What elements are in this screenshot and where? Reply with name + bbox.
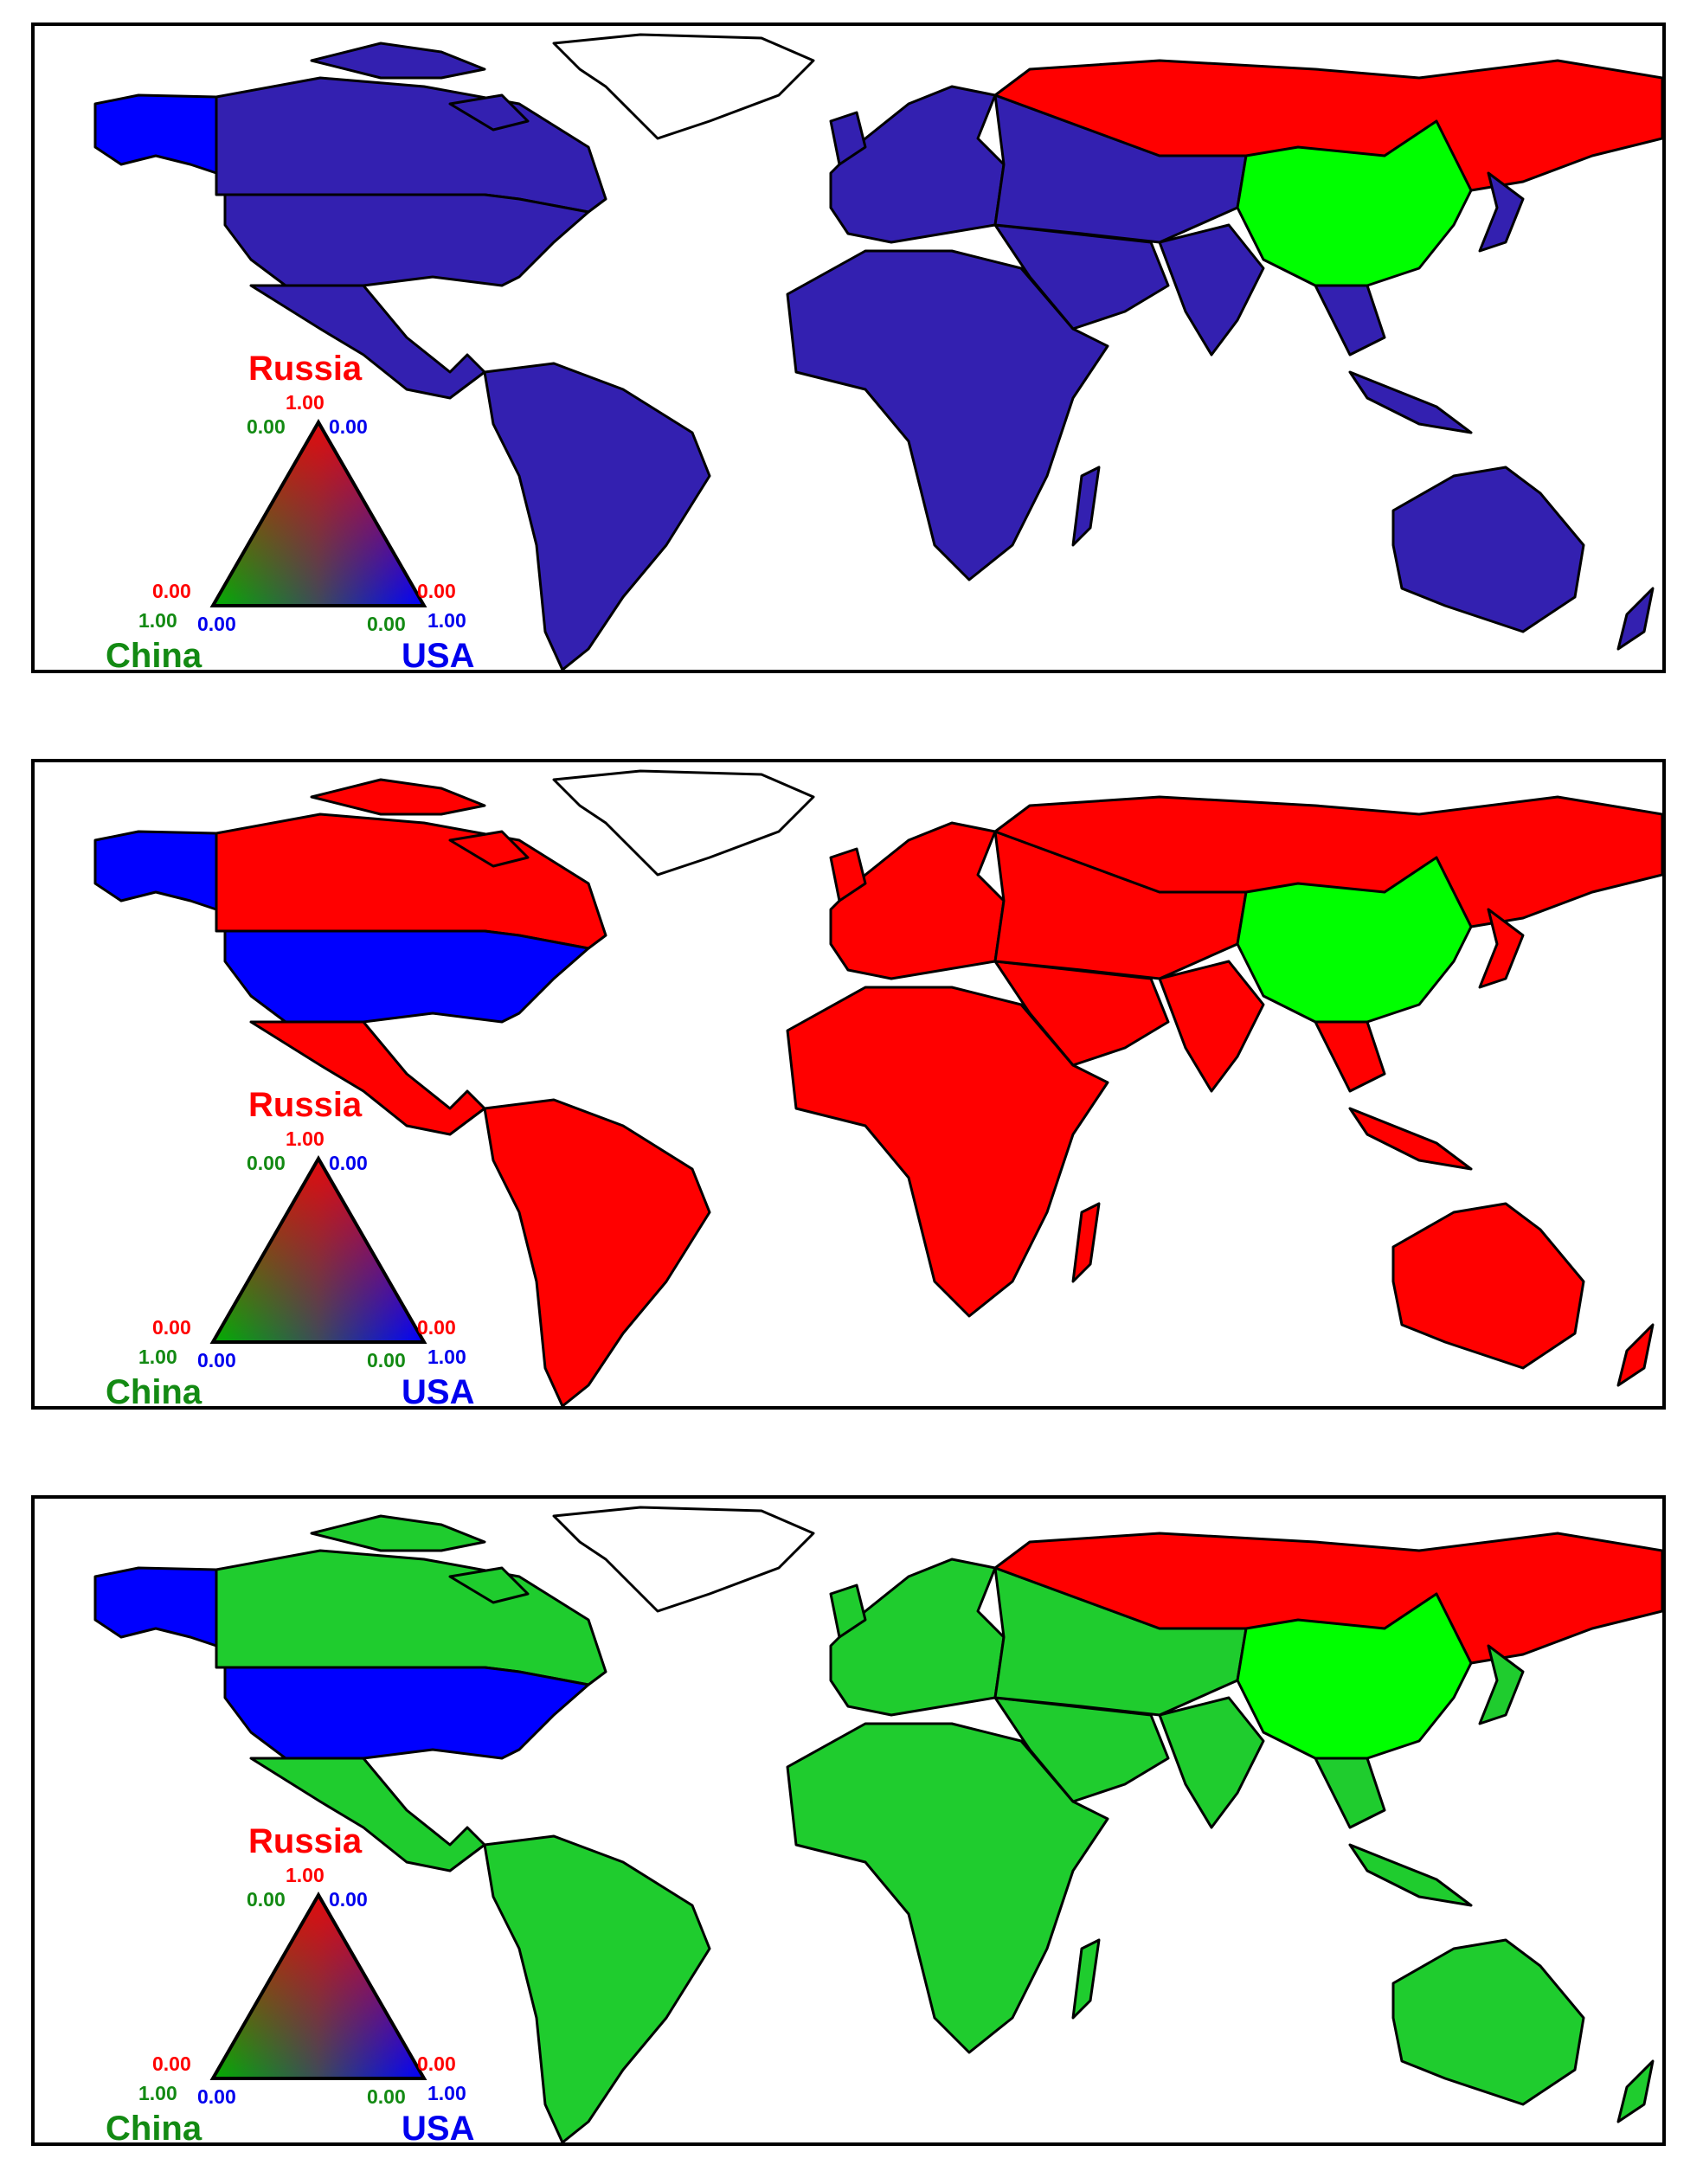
- region-africa: [786, 986, 1109, 1318]
- top-red-value: 1.00: [286, 1864, 325, 1886]
- map-panel-2: Russia 1.00 0.00 0.00 0.00 1.00 0.00 0.0…: [31, 759, 1666, 1410]
- region-europe: [829, 1558, 1006, 1717]
- region-alaska: [93, 1566, 218, 1648]
- region-alaska: [93, 93, 218, 175]
- region-canada: [215, 813, 607, 950]
- region-china: [1236, 1592, 1473, 1760]
- region-canada: [215, 76, 607, 214]
- usa-corner-label: USA: [402, 2110, 475, 2146]
- russia-corner-label: Russia: [248, 1822, 363, 1860]
- top-red-value: 1.00: [286, 1127, 325, 1150]
- top-green-value: 0.00: [247, 1152, 286, 1174]
- region-usa: [223, 193, 590, 287]
- region-japan: [1478, 908, 1525, 989]
- region-seasia: [1314, 1020, 1473, 1171]
- region-africa: [786, 1722, 1109, 2054]
- usa-corner-label: USA: [402, 1373, 475, 1410]
- left-red-value: 0.00: [152, 1316, 191, 1339]
- region-uk: [829, 1583, 867, 1639]
- ternary-legend: Russia 1.00 0.00 0.00 0.00 1.00 0.00 0.0…: [69, 1784, 485, 2146]
- region-arctic: [310, 778, 530, 868]
- region-africa: [786, 249, 1109, 581]
- region-australia: [1391, 1938, 1585, 2106]
- china-corner-label: China: [106, 637, 202, 673]
- ternary-triangle: [209, 1891, 427, 2080]
- right-blue-value: 1.00: [427, 1346, 466, 1368]
- region-greenland: [552, 769, 815, 877]
- usa-corner-label: USA: [402, 637, 475, 673]
- left-green-value: 1.00: [138, 1346, 177, 1368]
- region-arctic: [310, 1514, 530, 1604]
- ternary-triangle: [209, 418, 427, 607]
- region-india: [1158, 223, 1265, 357]
- top-red-value: 1.00: [286, 391, 325, 414]
- map-panel-3: Russia 1.00 0.00 0.00 0.00 1.00 0.00 0.0…: [31, 1495, 1666, 2146]
- china-corner-label: China: [106, 2110, 202, 2146]
- left-red-value: 0.00: [152, 580, 191, 602]
- right-red-value: 0.00: [417, 580, 456, 602]
- world-map: [93, 769, 1662, 1406]
- region-china: [1236, 856, 1473, 1024]
- region-uk: [829, 847, 867, 903]
- world-map: [93, 1506, 1662, 2142]
- top-green-value: 0.00: [247, 1888, 286, 1911]
- russia-corner-label: Russia: [248, 350, 363, 388]
- region-arctic: [310, 42, 530, 132]
- region-japan: [1478, 171, 1525, 253]
- region-seasia: [1314, 1757, 1473, 1907]
- china-corner-label: China: [106, 1373, 202, 1410]
- region-madagascar: [1071, 1202, 1101, 1283]
- region-madagascar: [1071, 466, 1101, 547]
- right-green-value: 0.00: [367, 2085, 406, 2108]
- region-usa: [223, 1666, 590, 1760]
- region-europe: [829, 821, 1006, 980]
- right-blue-value: 1.00: [427, 609, 466, 632]
- region-japan: [1478, 1644, 1525, 1725]
- left-green-value: 1.00: [138, 2082, 177, 2104]
- region-india: [1158, 960, 1265, 1093]
- ternary-legend: Russia 1.00 0.00 0.00 0.00 1.00 0.00 0.0…: [69, 1048, 485, 1410]
- region-alaska: [93, 830, 218, 911]
- region-seasia: [1314, 284, 1473, 434]
- region-madagascar: [1071, 1938, 1101, 2020]
- region-europe: [829, 85, 1006, 244]
- region-greenland: [552, 1506, 815, 1613]
- region-nz: [1616, 1323, 1655, 1387]
- region-canada: [215, 1549, 607, 1686]
- region-uk: [829, 111, 867, 166]
- region-southam: [483, 1834, 711, 2142]
- top-green-value: 0.00: [247, 415, 286, 438]
- region-southam: [483, 362, 711, 670]
- region-nz: [1616, 587, 1655, 651]
- ternary-triangle: [209, 1154, 427, 1344]
- region-china: [1236, 119, 1473, 287]
- region-southam: [483, 1098, 711, 1406]
- top-blue-value: 0.00: [329, 1888, 368, 1911]
- left-blue-value: 0.00: [197, 1349, 236, 1371]
- region-nz: [1616, 2059, 1655, 2123]
- russia-corner-label: Russia: [248, 1086, 363, 1124]
- map-panel-1: Russia 1.00 0.00 0.00 0.00 1.00 0.00 0.0…: [31, 22, 1666, 673]
- top-blue-value: 0.00: [329, 1152, 368, 1174]
- region-usa: [223, 929, 590, 1024]
- right-blue-value: 1.00: [427, 2082, 466, 2104]
- region-greenland: [552, 33, 815, 140]
- right-red-value: 0.00: [417, 1316, 456, 1339]
- region-australia: [1391, 1202, 1585, 1370]
- ternary-legend: Russia 1.00 0.00 0.00 0.00 1.00 0.00 0.0…: [69, 312, 485, 673]
- world-map: [93, 33, 1662, 670]
- right-green-value: 0.00: [367, 1349, 406, 1371]
- top-blue-value: 0.00: [329, 415, 368, 438]
- right-red-value: 0.00: [417, 2052, 456, 2075]
- left-blue-value: 0.00: [197, 2085, 236, 2108]
- left-red-value: 0.00: [152, 2052, 191, 2075]
- left-blue-value: 0.00: [197, 613, 236, 635]
- left-green-value: 1.00: [138, 609, 177, 632]
- region-australia: [1391, 466, 1585, 633]
- right-green-value: 0.00: [367, 613, 406, 635]
- region-india: [1158, 1696, 1265, 1829]
